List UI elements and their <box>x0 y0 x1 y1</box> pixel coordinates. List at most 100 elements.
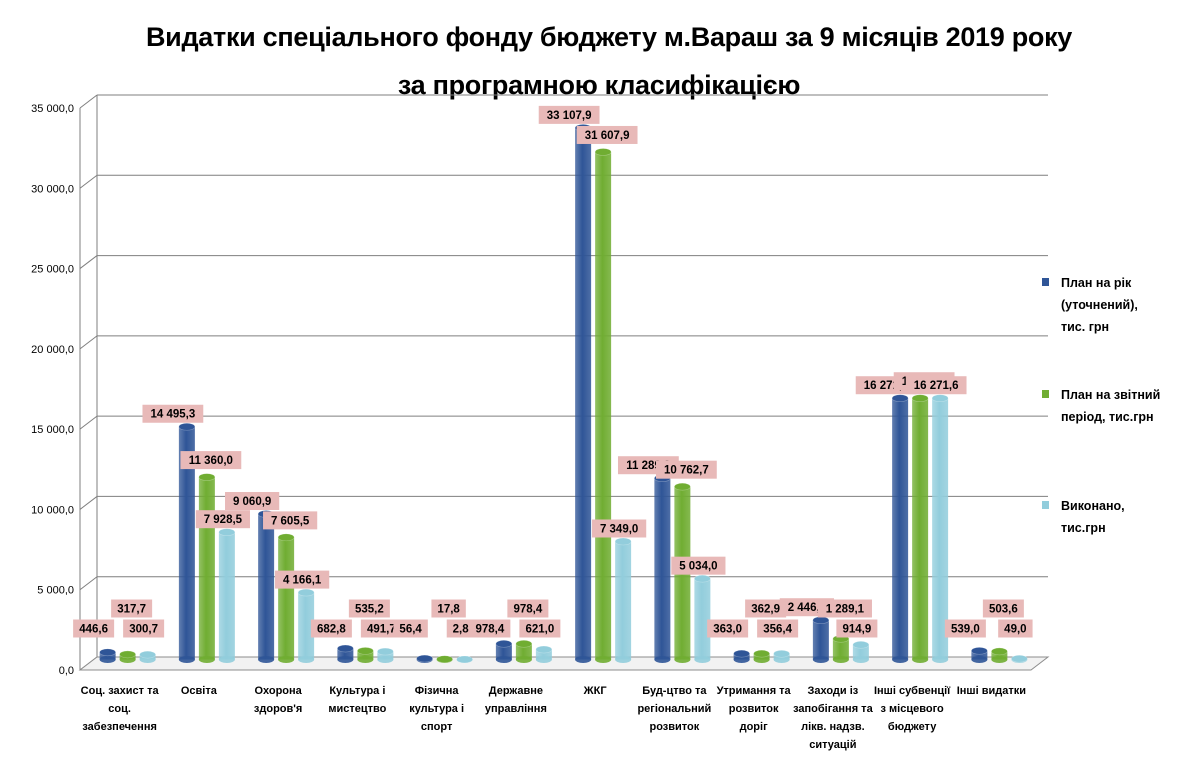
bar <box>198 473 216 663</box>
svg-text:317,7: 317,7 <box>117 604 146 616</box>
svg-text:914,9: 914,9 <box>842 624 871 636</box>
data-label: 7 605,5 <box>263 511 318 530</box>
x-category-label: Освіта <box>181 685 218 697</box>
data-label: 539,0 <box>944 619 986 638</box>
svg-text:4 166,1: 4 166,1 <box>283 575 322 587</box>
data-label: 503,6 <box>982 599 1024 618</box>
svg-text:503,6: 503,6 <box>989 604 1018 616</box>
svg-text:2 446,6: 2 446,6 <box>788 602 826 614</box>
bar <box>773 649 790 663</box>
data-label: 446,6 <box>73 619 115 638</box>
x-category-label: Інші видатки <box>957 685 1026 697</box>
bar <box>911 394 929 663</box>
svg-text:539,0: 539,0 <box>951 624 980 636</box>
svg-text:362,9: 362,9 <box>751 604 780 616</box>
svg-text:11 360,0: 11 360,0 <box>189 455 233 467</box>
chart-floor <box>78 656 1050 671</box>
bar <box>277 533 295 663</box>
bar <box>357 647 374 663</box>
bar <box>257 510 275 663</box>
gridline-depth <box>79 94 98 109</box>
svg-text:14 495,3: 14 495,3 <box>150 409 195 421</box>
svg-text:621,0: 621,0 <box>525 624 554 636</box>
x-category-label: Утримання та розвиток доріг <box>717 685 792 733</box>
data-label: 16 271,6 <box>905 376 967 395</box>
bar <box>456 655 473 664</box>
y-tick-label: 30 000,0 <box>31 183 74 195</box>
legend-item: Виконано, тис.грн <box>1042 495 1172 539</box>
svg-text:9 060,9: 9 060,9 <box>233 496 271 508</box>
bar <box>495 639 513 663</box>
y-tick-label: 15 000,0 <box>31 424 74 436</box>
x-category-label: Заходи із запобігання та лікв. надзв. ситуа… <box>793 685 874 751</box>
x-category-label: Соц. захист та соц. забезпечення <box>81 685 160 733</box>
svg-text:17,8: 17,8 <box>437 604 460 616</box>
data-label: 7 349,0 <box>592 519 647 538</box>
floor <box>78 656 1050 671</box>
svg-text:10 762,7: 10 762,7 <box>664 465 709 477</box>
svg-text:535,2: 535,2 <box>355 604 384 616</box>
gridline-depth <box>79 335 98 350</box>
data-label: 1 289,1 <box>817 599 872 618</box>
bar <box>832 635 850 663</box>
bar <box>852 641 870 663</box>
y-tick-label: 35 000,0 <box>31 103 74 115</box>
gridline-depth <box>79 496 98 510</box>
svg-text:7 605,5: 7 605,5 <box>271 515 310 527</box>
x-category-label: Буд-цтво та регіональний розвиток <box>637 685 711 733</box>
bar <box>931 394 949 663</box>
bar <box>574 124 592 663</box>
bar <box>139 650 156 663</box>
x-category-label: Фізична культура і спорт <box>409 685 464 733</box>
bar <box>694 574 711 663</box>
data-label: 31 607,9 <box>576 125 638 144</box>
data-labels: 446,6 317,7 300,7 14 495,3 11 360,0 7 928,5 9 … <box>73 105 1033 638</box>
svg-text:446,6: 446,6 <box>79 624 108 636</box>
gridline-depth <box>79 174 98 189</box>
bar <box>991 647 1008 663</box>
bar <box>812 616 830 663</box>
svg-text:7 349,0: 7 349,0 <box>600 523 638 535</box>
svg-text:300,7: 300,7 <box>129 624 158 636</box>
x-category-label: Культура і мистецтво <box>328 685 386 715</box>
data-label: 356,4 <box>757 619 799 638</box>
legend-label: Виконано, тис.грн <box>1061 499 1125 535</box>
svg-text:1 289,1: 1 289,1 <box>826 604 865 616</box>
legend-item: План на звітний період, тис.грн <box>1042 384 1172 428</box>
bar <box>436 655 453 664</box>
svg-text:56,4: 56,4 <box>399 624 422 636</box>
data-label: 33 107,9 <box>538 105 600 124</box>
bar <box>971 647 988 663</box>
bar <box>377 647 394 663</box>
svg-text:491,7: 491,7 <box>367 624 396 636</box>
data-label: 4 166,1 <box>275 570 330 589</box>
svg-text:978,4: 978,4 <box>475 624 504 636</box>
y-tick-label: 0,0 <box>59 665 74 677</box>
data-label: 363,0 <box>707 619 749 638</box>
data-label: 300,7 <box>123 619 165 638</box>
bar <box>535 645 553 663</box>
bar <box>297 588 315 663</box>
data-label: 317,7 <box>111 599 153 618</box>
x-category-label: ЖКГ <box>583 685 608 697</box>
x-category-label: Охорона здоров'я <box>254 685 303 715</box>
x-category-label: Інші субвенції з місцевого бюджету <box>874 685 951 733</box>
bar <box>891 394 909 663</box>
data-label: 7 928,5 <box>195 510 250 529</box>
legend-swatch <box>1042 390 1049 398</box>
gridline-depth <box>79 415 98 430</box>
bar <box>218 528 236 663</box>
legend-swatch <box>1042 278 1049 286</box>
data-label: 978,4 <box>507 599 549 618</box>
gridline-depth <box>79 576 98 591</box>
svg-text:49,0: 49,0 <box>1004 624 1026 636</box>
svg-text:16 271,6: 16 271,6 <box>914 380 959 392</box>
svg-text:5 034,0: 5 034,0 <box>679 561 717 573</box>
svg-text:31 607,9: 31 607,9 <box>585 130 630 142</box>
legend-item: План на рік (уточнений), тис. грн <box>1042 272 1172 338</box>
svg-text:7 928,5: 7 928,5 <box>204 514 243 526</box>
y-tick-label: 20 000,0 <box>31 344 74 356</box>
y-tick-label: 10 000,0 <box>31 504 74 516</box>
data-label: 49,0 <box>998 619 1033 638</box>
